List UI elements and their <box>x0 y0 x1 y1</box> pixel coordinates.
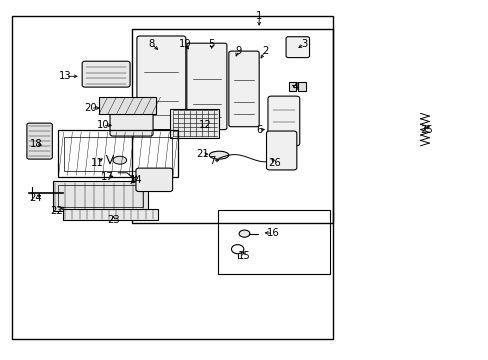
Text: 9: 9 <box>234 46 241 56</box>
Bar <box>217 210 329 274</box>
Text: 20: 20 <box>84 103 97 113</box>
Text: 5: 5 <box>208 39 215 49</box>
Text: 10: 10 <box>96 120 109 130</box>
Bar <box>288 82 295 91</box>
Text: 3: 3 <box>301 39 306 49</box>
Bar <box>63 137 171 171</box>
FancyBboxPatch shape <box>186 43 226 130</box>
FancyBboxPatch shape <box>82 61 130 87</box>
FancyBboxPatch shape <box>285 37 309 58</box>
Bar <box>298 82 305 91</box>
Bar <box>132 29 332 223</box>
Text: 15: 15 <box>238 251 250 261</box>
Text: 8: 8 <box>148 39 154 49</box>
Bar <box>53 181 148 211</box>
FancyBboxPatch shape <box>266 131 296 170</box>
Text: 22: 22 <box>50 206 62 216</box>
Text: 13: 13 <box>59 71 72 81</box>
Ellipse shape <box>132 179 146 187</box>
FancyBboxPatch shape <box>267 96 299 146</box>
FancyBboxPatch shape <box>136 168 172 192</box>
Text: 6: 6 <box>255 125 262 135</box>
Text: 21: 21 <box>196 149 209 159</box>
FancyBboxPatch shape <box>137 36 185 130</box>
Text: 23: 23 <box>107 215 120 225</box>
Text: 19: 19 <box>178 39 191 49</box>
Text: 18: 18 <box>29 139 42 149</box>
FancyBboxPatch shape <box>27 123 52 159</box>
Text: 24: 24 <box>29 193 42 203</box>
Text: 17: 17 <box>101 172 114 182</box>
FancyBboxPatch shape <box>110 112 153 136</box>
Bar <box>58 185 143 207</box>
Text: 14: 14 <box>129 175 142 185</box>
Bar <box>12 16 332 339</box>
Text: 11: 11 <box>90 158 103 168</box>
Text: 2: 2 <box>261 46 268 56</box>
Bar <box>58 130 177 177</box>
Bar <box>62 209 158 220</box>
Text: 16: 16 <box>266 228 279 238</box>
Text: 26: 26 <box>268 158 281 168</box>
Text: 12: 12 <box>199 120 211 130</box>
Ellipse shape <box>209 151 228 159</box>
Text: 1: 1 <box>255 11 262 21</box>
Ellipse shape <box>239 230 249 237</box>
Bar <box>99 97 156 114</box>
Text: 7: 7 <box>209 156 216 166</box>
Ellipse shape <box>113 156 126 164</box>
Text: 25: 25 <box>419 125 432 135</box>
Text: 4: 4 <box>292 82 298 92</box>
Bar <box>170 109 219 138</box>
FancyBboxPatch shape <box>228 51 259 127</box>
